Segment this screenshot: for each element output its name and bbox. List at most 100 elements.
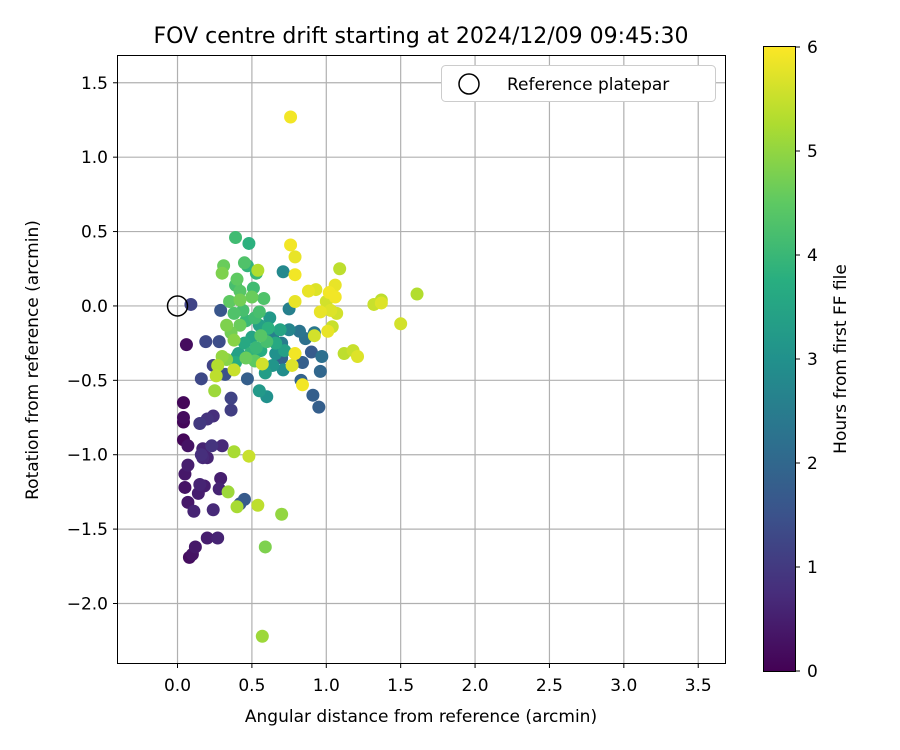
data-point	[206, 503, 220, 517]
data-point	[208, 384, 222, 398]
data-point	[224, 403, 238, 417]
data-point	[240, 372, 254, 386]
data-point	[257, 292, 271, 306]
data-point	[288, 250, 302, 264]
data-point	[313, 364, 327, 378]
data-point	[176, 411, 190, 425]
colorbar-tick-label: 3	[807, 350, 818, 370]
data-point	[215, 439, 229, 453]
y-tick-label: −1.0	[67, 446, 108, 466]
data-point	[307, 329, 321, 343]
x-tick-label: 3.0	[610, 676, 637, 696]
colorbar-ticks: 0 1 2 3 4 5 6	[795, 38, 818, 682]
y-tick-label: 0.0	[81, 297, 108, 317]
data-point	[230, 272, 244, 286]
data-point	[321, 324, 335, 338]
data-point	[276, 265, 290, 279]
chart-title: FOV centre drift starting at 2024/12/09 …	[154, 24, 689, 49]
data-point	[285, 358, 299, 372]
data-point	[275, 507, 289, 521]
data-point	[227, 333, 241, 347]
data-point	[193, 416, 207, 430]
grid-lines	[118, 56, 725, 663]
data-point	[179, 338, 193, 352]
data-point	[221, 485, 235, 499]
data-point	[230, 500, 244, 514]
colorbar-gradient	[763, 46, 795, 672]
x-tick-label: 0.5	[238, 676, 265, 696]
data-point	[288, 347, 302, 361]
data-point	[194, 372, 208, 386]
data-point	[394, 317, 408, 331]
x-tick-label: 0.0	[164, 676, 191, 696]
data-point	[251, 263, 265, 277]
data-point	[410, 287, 424, 301]
legend: Reference platepar	[441, 65, 716, 102]
x-tick-label: 3.5	[685, 676, 712, 696]
y-tick-label: 0.5	[81, 223, 108, 243]
data-point	[284, 110, 298, 124]
colorbar-tick-label: 4	[807, 246, 818, 266]
legend-box	[441, 65, 716, 102]
data-point	[188, 540, 202, 554]
y-tick-label: −1.5	[67, 520, 108, 540]
legend-marker-reference	[458, 73, 480, 95]
data-point	[313, 305, 327, 319]
colorbar: 0 1 2 3 4 5 6 Hours from first FF file	[763, 38, 851, 682]
data-point	[263, 311, 277, 325]
data-point	[199, 335, 213, 349]
data-point	[328, 290, 342, 304]
data-point	[194, 448, 208, 462]
reference-layer	[166, 295, 189, 317]
colorbar-tick-label: 5	[807, 142, 818, 162]
x-axis-ticks: 0.0 0.5 1.0 1.5 2.0 2.5 3.0 3.5	[164, 663, 712, 696]
data-point	[288, 268, 302, 282]
data-point	[176, 396, 190, 410]
data-point	[242, 236, 256, 250]
data-point	[209, 369, 223, 383]
data-point	[351, 350, 365, 364]
data-point	[306, 388, 320, 402]
data-point	[252, 305, 266, 319]
data-point	[223, 294, 237, 308]
data-point	[227, 306, 241, 320]
data-point	[273, 323, 287, 337]
data-point	[304, 345, 318, 359]
data-point	[258, 540, 272, 554]
data-point	[252, 384, 266, 398]
data-point	[233, 293, 247, 307]
y-tick-label: −0.5	[67, 371, 108, 391]
data-point	[255, 357, 269, 371]
data-point	[301, 284, 315, 298]
data-point	[249, 341, 263, 355]
data-point	[233, 318, 247, 332]
data-point	[178, 480, 192, 494]
data-point	[278, 344, 292, 358]
data-point	[220, 318, 234, 332]
data-point	[255, 629, 269, 643]
data-point	[237, 336, 251, 350]
data-point	[233, 284, 247, 298]
data-point	[212, 335, 226, 349]
data-point	[312, 400, 326, 414]
data-point	[227, 445, 241, 459]
data-point	[181, 458, 195, 472]
data-point	[239, 351, 253, 365]
y-axis-ticks: −2.0 −1.5 −1.0 −0.5 0.0 0.5 1.0 1.5	[67, 74, 118, 614]
data-point	[229, 231, 243, 245]
data-point	[245, 290, 259, 304]
colorbar-tick-label: 2	[807, 454, 818, 474]
data-point	[214, 472, 228, 486]
plot-frame	[117, 55, 726, 664]
y-tick-label: −2.0	[67, 594, 108, 614]
data-point	[254, 329, 268, 343]
data-point	[237, 256, 251, 270]
data-point	[288, 294, 302, 308]
x-tick-label: 1.0	[313, 676, 340, 696]
x-tick-label: 2.5	[536, 676, 563, 696]
data-point	[193, 477, 207, 491]
data-point	[295, 378, 309, 392]
data-point	[324, 303, 338, 317]
